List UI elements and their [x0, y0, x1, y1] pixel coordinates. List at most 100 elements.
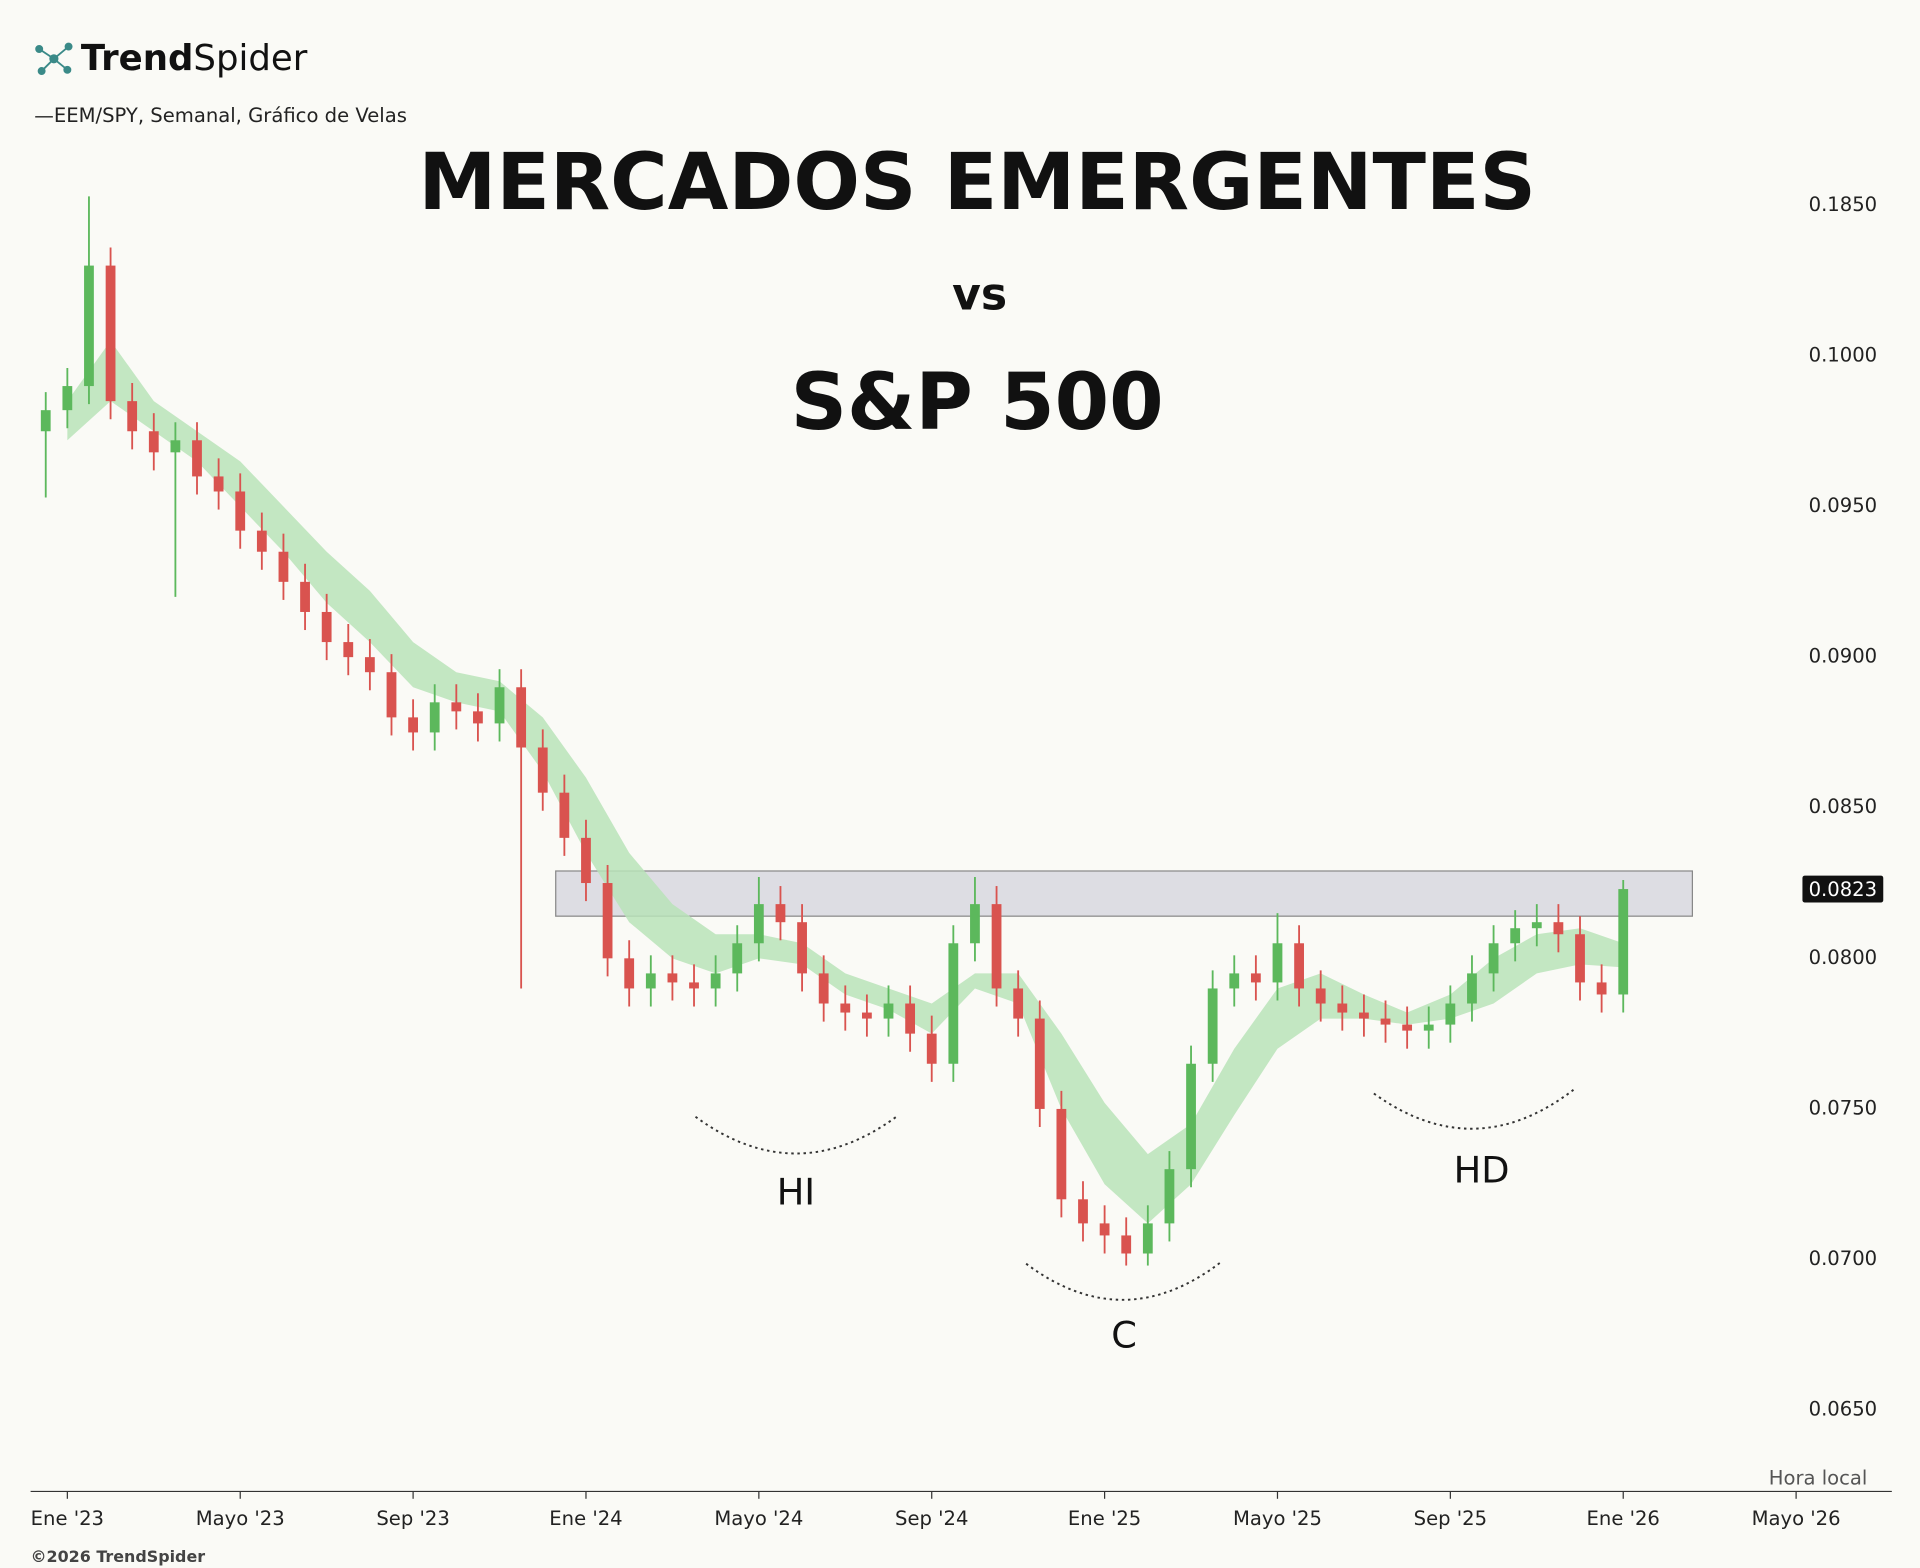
candle-body: [451, 702, 462, 712]
candle-body: [364, 657, 375, 673]
candle-body: [473, 711, 483, 724]
time-zone-label: Hora local: [1769, 1467, 1868, 1490]
symbol-line: —EEM/SPY, Semanal, Gráfico de Velas: [34, 104, 407, 127]
y-tick-label: 0.0900: [1809, 645, 1878, 668]
candle-body: [537, 747, 548, 793]
candle-body: [1359, 1012, 1369, 1019]
candle-body: [818, 973, 829, 1004]
candle-body: [1380, 1018, 1391, 1025]
candle-body: [1099, 1223, 1110, 1236]
candle-body: [1445, 1003, 1456, 1025]
candle-body: [862, 1012, 872, 1019]
candle-body: [213, 476, 224, 492]
candle-body: [559, 792, 570, 838]
candle-body: [775, 904, 786, 923]
candle-body: [84, 265, 94, 387]
candle-body: [192, 440, 202, 477]
candle-body: [62, 386, 73, 411]
candle-body: [256, 530, 267, 552]
pattern-label: C: [1111, 1314, 1137, 1357]
candle-body: [689, 982, 699, 989]
logo-icon: [35, 42, 73, 76]
brand: TrendSpider: [81, 38, 308, 79]
candle-body: [710, 973, 721, 989]
chart-title: MERCADOS EMERGENTES: [418, 137, 1536, 228]
candle-body: [667, 973, 678, 983]
candle-body: [278, 551, 289, 582]
pattern-label: HI: [777, 1170, 815, 1213]
candle-body: [1056, 1108, 1067, 1200]
candle-body: [40, 410, 51, 432]
candle-body: [1272, 943, 1283, 983]
y-tick-label: 0.1850: [1809, 193, 1878, 216]
y-tick-label: 0.0800: [1809, 946, 1878, 969]
candle-body: [1207, 988, 1218, 1064]
resistance-zone: [555, 870, 1693, 917]
candle-body: [170, 440, 181, 453]
candle-body: [321, 611, 332, 643]
candle-body: [1467, 973, 1477, 1004]
y-tick-label: 0.0700: [1809, 1247, 1878, 1270]
brand-light: Spider: [193, 38, 307, 79]
candle-body: [840, 1003, 851, 1013]
candle-body: [429, 702, 440, 733]
candle-body: [645, 973, 656, 989]
candle-body: [970, 904, 980, 944]
candle-body: [581, 837, 591, 884]
candle-body: [1575, 934, 1585, 983]
x-tick-label: Mayo '24: [714, 1507, 803, 1530]
candle-body: [343, 642, 354, 658]
candle-body: [1423, 1024, 1434, 1031]
candle-body: [148, 431, 159, 453]
candle-body: [1618, 889, 1629, 995]
candle-body: [1488, 943, 1499, 974]
candle-body: [797, 922, 807, 974]
x-tick-label: Mayo '25: [1233, 1507, 1322, 1530]
x-tick-label: Ene '26: [1587, 1507, 1660, 1530]
candle-body: [235, 491, 246, 531]
last-price-tag: [1802, 875, 1884, 903]
candle-body: [386, 672, 397, 718]
chart-subtitle: vs: [952, 270, 1007, 321]
pattern-arc: [1025, 1260, 1223, 1301]
y-tick-label: 0.0950: [1809, 494, 1878, 517]
candle-body: [1164, 1169, 1175, 1224]
x-tick-label: Mayo '26: [1752, 1507, 1841, 1530]
x-tick-label: Ene '24: [549, 1507, 622, 1530]
candle-body: [1121, 1235, 1132, 1254]
y-tick-label: 0.1000: [1809, 343, 1878, 366]
candle-body: [1553, 922, 1564, 935]
candle-body: [905, 1003, 916, 1034]
candle-body: [300, 581, 310, 612]
y-tick-label: 0.0650: [1809, 1398, 1878, 1421]
candle-body: [494, 687, 505, 724]
candle-body: [1186, 1063, 1196, 1170]
brand-strong: Trend: [81, 38, 194, 79]
candle-body: [1013, 988, 1024, 1019]
chart-subtitle-2: S&P 500: [791, 357, 1164, 448]
y-tick-label: 0.0850: [1809, 795, 1878, 818]
candle-body: [1337, 1003, 1348, 1013]
candle-body: [1250, 973, 1261, 983]
last-price-label: 0.0823: [1809, 878, 1878, 901]
candle-body: [948, 943, 959, 1064]
candle-body: [1034, 1018, 1045, 1109]
x-tick-label: Ene '25: [1068, 1507, 1141, 1530]
candle-body: [883, 1003, 894, 1019]
x-tick-label: Sep '25: [1414, 1507, 1487, 1530]
x-tick-label: Sep '23: [376, 1507, 449, 1530]
candle-body: [1510, 928, 1521, 944]
x-tick-label: Mayo '23: [196, 1507, 285, 1530]
candle-body: [408, 717, 418, 733]
candle-body: [1402, 1024, 1413, 1031]
candle-body: [1294, 943, 1304, 989]
candle-body: [624, 958, 635, 989]
candle-body: [926, 1033, 937, 1064]
candle-body: [516, 687, 527, 748]
x-tick-label: Ene '23: [31, 1507, 104, 1530]
candle-body: [1531, 922, 1542, 929]
candle-body: [1078, 1199, 1088, 1224]
